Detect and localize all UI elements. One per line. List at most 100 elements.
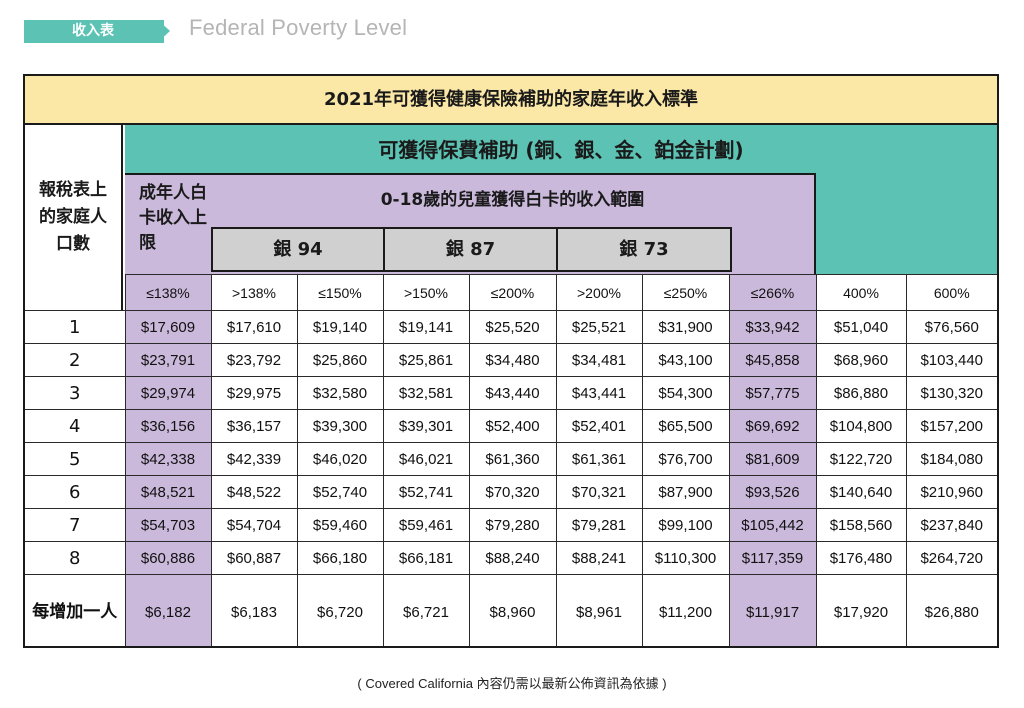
household-size: 7 bbox=[25, 508, 126, 542]
income-cell: $86,880 bbox=[815, 376, 907, 410]
income-cell: $25,861 bbox=[382, 343, 470, 377]
table-row-additional-person: 每增加一人 $6,182 $6,183 $6,720 $6,721 $8,960 $8,96… bbox=[25, 574, 997, 646]
income-cell: $122,720 bbox=[815, 442, 907, 476]
table-row: 7 $54,703 $54,704 $59,460 $59,461 $79,280 $79,… bbox=[25, 508, 997, 542]
percent-header: ≤200% bbox=[468, 274, 557, 311]
table-row: 1 $17,609 $17,610 $19,140 $19,141 $25,520 $25,… bbox=[25, 310, 997, 344]
income-cell: $6,183 bbox=[210, 574, 298, 646]
subsidy-header: 可獲得保費補助 (銅、銀、金、鉑金計劃) bbox=[378, 138, 744, 162]
table-row: 2 $23,791 $23,792 $25,860 $25,861 $34,480 $34,… bbox=[25, 343, 997, 377]
income-cell: $43,100 bbox=[641, 343, 730, 377]
income-cell: $46,021 bbox=[382, 442, 470, 476]
income-cell: $43,440 bbox=[468, 376, 557, 410]
income-cell: $19,141 bbox=[382, 310, 470, 344]
income-cell: $87,900 bbox=[641, 475, 730, 509]
income-cell: $176,480 bbox=[815, 541, 907, 575]
income-cell: $34,480 bbox=[468, 343, 557, 377]
silver-87-header: 銀 87 bbox=[383, 227, 558, 272]
income-cell: $54,703 bbox=[124, 508, 212, 542]
table-row: 4 $36,156 $36,157 $39,300 $39,301 $52,400 $52,… bbox=[25, 409, 997, 443]
income-cell: $26,880 bbox=[905, 574, 997, 646]
household-size: 6 bbox=[25, 475, 126, 509]
income-cell: $17,920 bbox=[815, 574, 907, 646]
income-cell: $17,609 bbox=[124, 310, 212, 344]
income-cell: $52,741 bbox=[382, 475, 470, 509]
income-cell: $70,320 bbox=[468, 475, 557, 509]
income-cell: $25,521 bbox=[555, 310, 643, 344]
income-cell: $76,560 bbox=[905, 310, 997, 344]
household-size: 5 bbox=[25, 442, 126, 476]
table-row: 8 $60,886 $60,887 $66,180 $66,181 $88,240 $88,… bbox=[25, 541, 997, 575]
income-cell: $51,040 bbox=[815, 310, 907, 344]
income-cell: $25,860 bbox=[296, 343, 384, 377]
income-cell: $57,775 bbox=[728, 376, 817, 410]
income-cell: $52,401 bbox=[555, 409, 643, 443]
income-cell: $69,692 bbox=[728, 409, 817, 443]
table-title: 2021年可獲得健康保險補助的家庭年收入標準 bbox=[25, 76, 997, 125]
household-size: 2 bbox=[25, 343, 126, 377]
income-cell: $61,360 bbox=[468, 442, 557, 476]
income-cell: $59,461 bbox=[382, 508, 470, 542]
income-cell: $117,359 bbox=[728, 541, 817, 575]
chevron-right-icon bbox=[158, 20, 170, 42]
household-size: 4 bbox=[25, 409, 126, 443]
income-cell: $23,791 bbox=[124, 343, 212, 377]
income-cell: $46,020 bbox=[296, 442, 384, 476]
income-cell: $60,887 bbox=[210, 541, 298, 575]
income-cell: $52,740 bbox=[296, 475, 384, 509]
table-row: 3 $29,974 $29,975 $32,580 $32,581 $43,440 $43,… bbox=[25, 376, 997, 410]
income-cell: $48,521 bbox=[124, 475, 212, 509]
income-cell: $60,886 bbox=[124, 541, 212, 575]
income-grid: ≤138% >138% ≤150% >150% ≤200% >200% ≤250% ≤266%… bbox=[25, 274, 997, 646]
income-table-frame: 2021年可獲得健康保險補助的家庭年收入標準 可獲得保費補助 (銅、銀、金、鉑金… bbox=[23, 74, 999, 648]
income-cell: $59,460 bbox=[296, 508, 384, 542]
income-cell: $157,200 bbox=[905, 409, 997, 443]
income-cell: $88,240 bbox=[468, 541, 557, 575]
income-cell: $48,522 bbox=[210, 475, 298, 509]
income-cell: $33,942 bbox=[728, 310, 817, 344]
percent-header: ≤250% bbox=[641, 274, 730, 311]
household-size: 1 bbox=[25, 310, 126, 344]
income-cell: $11,200 bbox=[641, 574, 730, 646]
table-row: 5 $42,338 $42,339 $46,020 $46,021 $61,360 $61,… bbox=[25, 442, 997, 476]
corner-cell bbox=[25, 274, 126, 311]
page-title: Federal Poverty Level bbox=[189, 15, 408, 40]
income-cell: $34,481 bbox=[555, 343, 643, 377]
income-cell: $42,339 bbox=[210, 442, 298, 476]
silver-94-header: 銀 94 bbox=[211, 227, 385, 272]
household-size: 8 bbox=[25, 541, 126, 575]
income-cell: $99,100 bbox=[641, 508, 730, 542]
percent-header: 400% bbox=[815, 274, 907, 311]
child-range-header: 0-18歲的兒童獲得白卡的收入範圍 bbox=[380, 190, 645, 210]
household-size: 3 bbox=[25, 376, 126, 410]
income-cell: $61,361 bbox=[555, 442, 643, 476]
income-cell: $88,241 bbox=[555, 541, 643, 575]
income-cell: $45,858 bbox=[728, 343, 817, 377]
income-cell: $11,917 bbox=[728, 574, 817, 646]
income-cell: $42,338 bbox=[124, 442, 212, 476]
footnote: ( Covered California 內容仍需以最新公佈資訊為依據 ) bbox=[357, 676, 667, 691]
income-cell: $32,580 bbox=[296, 376, 384, 410]
table-row: 6 $48,521 $48,522 $52,740 $52,741 $70,320 $70,… bbox=[25, 475, 997, 509]
income-cell: $237,840 bbox=[905, 508, 997, 542]
additional-person-label: 每增加一人 bbox=[25, 574, 126, 646]
income-cell: $54,300 bbox=[641, 376, 730, 410]
income-cell: $210,960 bbox=[905, 475, 997, 509]
income-cell: $25,520 bbox=[468, 310, 557, 344]
income-cell: $103,440 bbox=[905, 343, 997, 377]
percent-header: ≤266% bbox=[728, 274, 817, 311]
income-cell: $23,792 bbox=[210, 343, 298, 377]
income-cell: $130,320 bbox=[905, 376, 997, 410]
silver-73-header: 銀 73 bbox=[556, 227, 732, 272]
income-cell: $66,180 bbox=[296, 541, 384, 575]
income-cell: $19,140 bbox=[296, 310, 384, 344]
income-cell: $79,280 bbox=[468, 508, 557, 542]
income-cell: $32,581 bbox=[382, 376, 470, 410]
section-tag: 收入表 bbox=[24, 20, 164, 43]
income-cell: $39,300 bbox=[296, 409, 384, 443]
income-cell: $79,281 bbox=[555, 508, 643, 542]
percent-header: 600% bbox=[905, 274, 997, 311]
income-cell: $8,960 bbox=[468, 574, 557, 646]
income-cell: $29,974 bbox=[124, 376, 212, 410]
income-cell: $76,700 bbox=[641, 442, 730, 476]
